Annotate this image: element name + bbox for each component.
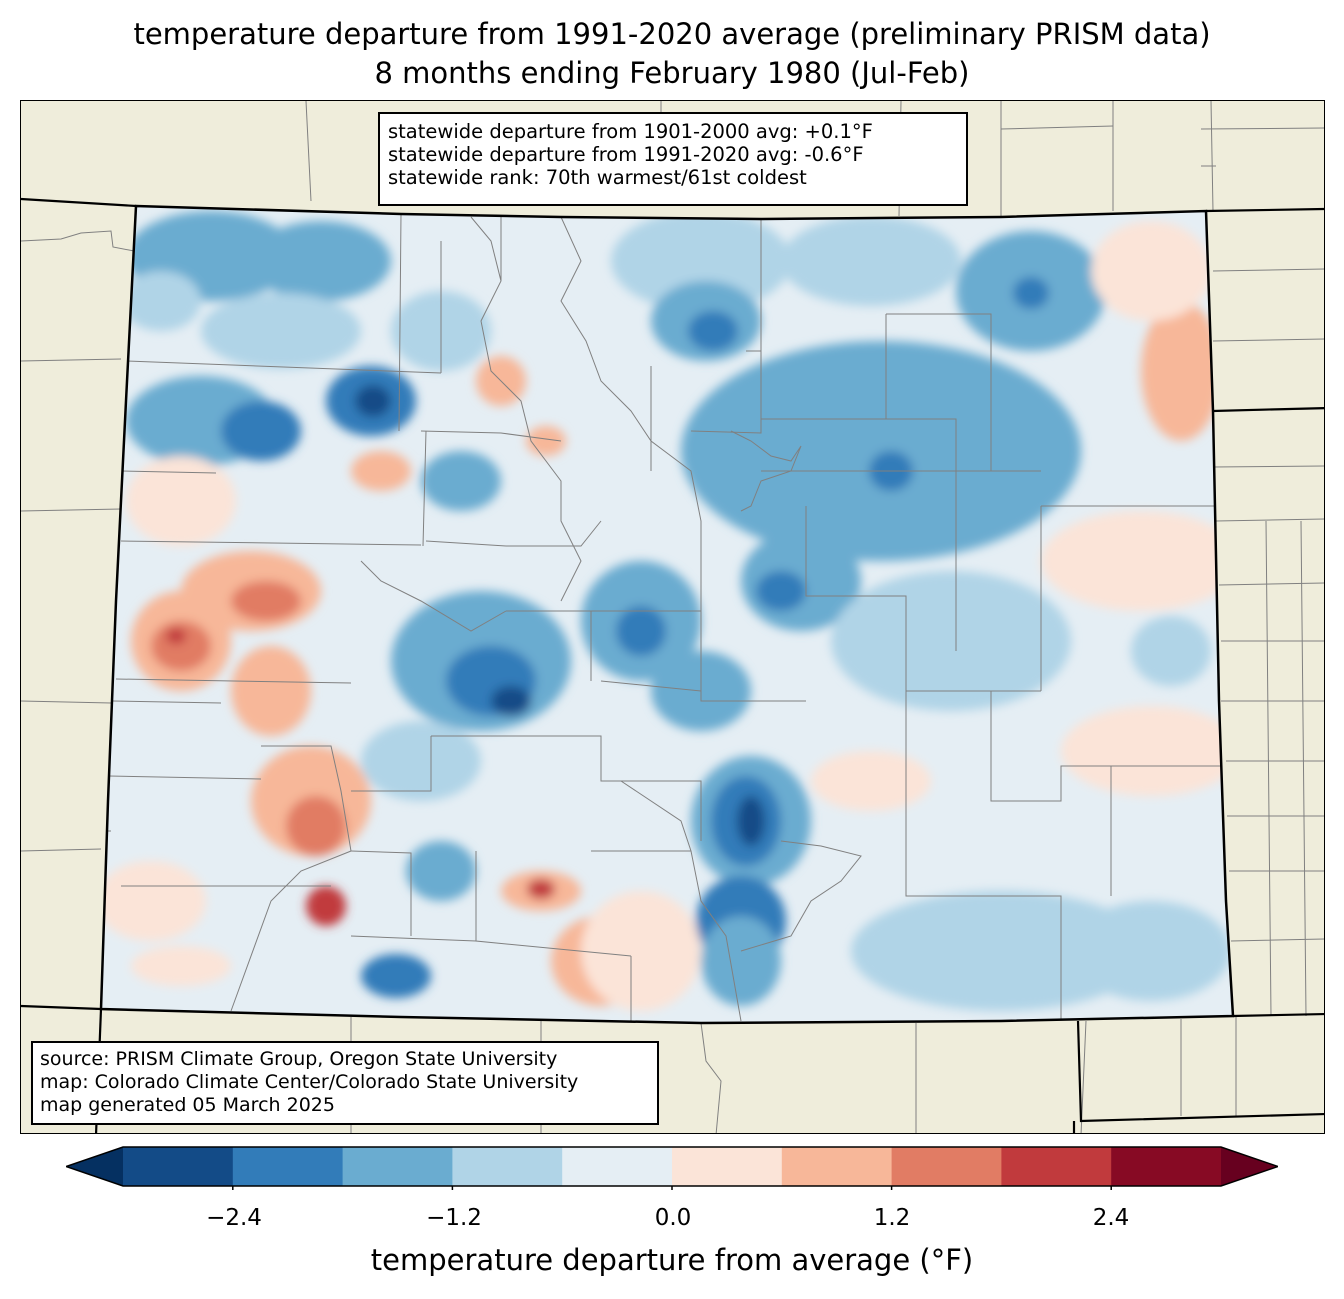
colorbar-tick-label: 2.4 <box>1092 1205 1130 1231</box>
colorbar-extend-low <box>66 1147 123 1186</box>
statewide-stats-box: statewide departure from 1901-2000 avg: … <box>378 112 968 206</box>
source-line-3: map generated 05 March 2025 <box>40 1094 335 1116</box>
map-subtitle: 8 months ending February 1980 (Jul-Feb) <box>374 56 970 90</box>
colorbar-bin <box>123 1147 234 1186</box>
stats-line-2: statewide departure from 1991-2020 avg: … <box>388 143 864 166</box>
colorbar-tick-label: −2.4 <box>206 1205 262 1231</box>
colorbar-label: temperature departure from average (°F) <box>370 1243 974 1277</box>
colorbar-tick-label: 0.0 <box>654 1205 692 1231</box>
colorbar-bins <box>123 1147 1222 1186</box>
colorado-map <box>21 101 1324 1133</box>
stats-line-1: statewide departure from 1901-2000 avg: … <box>388 120 873 143</box>
map-title: temperature departure from 1991-2020 ave… <box>133 17 1211 51</box>
colorbar-bin <box>672 1147 783 1186</box>
colorbar-bin <box>342 1147 453 1186</box>
stats-line-3: statewide rank: 70th warmest/61st coldes… <box>388 166 807 189</box>
source-line-1: source: PRISM Climate Group, Oregon Stat… <box>40 1048 558 1070</box>
colorbar-bin <box>1111 1147 1222 1186</box>
colorbar-tick-label: −1.2 <box>426 1205 482 1231</box>
county-lines <box>108 213 1221 1022</box>
colorbar-bin <box>1001 1147 1112 1186</box>
colorbar-tick-label: 1.2 <box>873 1205 911 1231</box>
colorbar-bin <box>452 1147 563 1186</box>
map-panel <box>20 100 1325 1134</box>
colorbar-bin <box>232 1147 344 1186</box>
colorbar-bin <box>562 1147 673 1186</box>
colorbar-bin <box>781 1147 893 1186</box>
temperature-field <box>101 206 1233 1023</box>
colorbar-bin <box>891 1147 1002 1186</box>
colorbar <box>66 1146 1278 1190</box>
colorbar-extend-high <box>1221 1147 1278 1186</box>
source-line-2: map: Colorado Climate Center/Colorado St… <box>40 1071 579 1093</box>
source-credit-box: source: PRISM Climate Group, Oregon Stat… <box>31 1041 659 1125</box>
colorado-border <box>99 204 1235 1025</box>
